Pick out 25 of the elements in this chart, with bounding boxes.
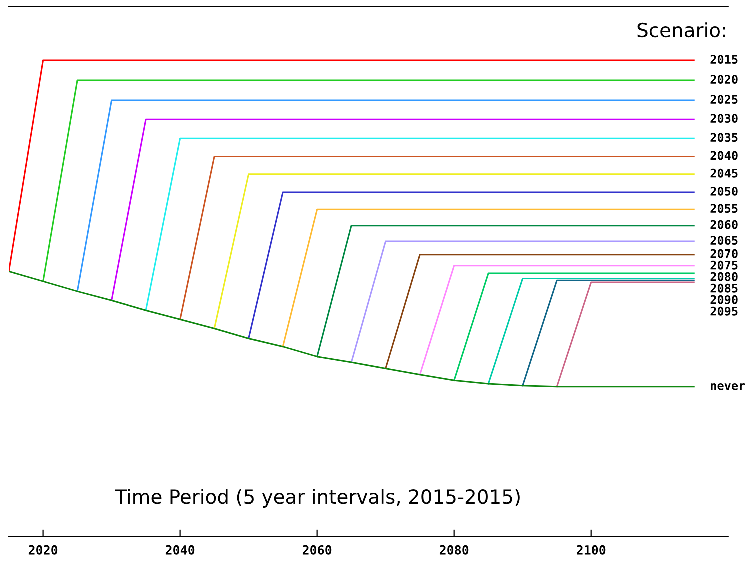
x-tick-label: 2080 [440,545,469,555]
legend-title: Scenario: [638,22,726,38]
series-label: never [711,383,746,390]
series-label: 2065 [710,236,738,245]
series-label: 2090 [710,295,738,304]
series-label: 2025 [710,95,738,104]
series-label: 2045 [710,168,738,178]
series-label: 2050 [710,186,738,196]
x-tick-label: 2100 [577,545,606,555]
series-label: 2040 [710,151,738,160]
x-tick-label: 2020 [28,545,58,555]
series-label: 2020 [710,75,738,84]
series-label: 2015 [710,55,738,64]
series-label: 2055 [710,204,738,214]
series-label: 2085 [710,284,738,293]
x-tick-label: 2060 [302,545,332,555]
x-axis-title: Time Period (5 year intervals, 2015-2015) [115,489,520,508]
series-label: 2035 [710,133,738,142]
text: 2095 [710,306,738,316]
series-label: 2060 [710,220,738,230]
series-label: 2030 [710,114,738,124]
x-tick-label: 2040 [166,545,195,555]
series-label: 2070 [710,249,738,258]
series-label: 2080 [710,272,738,282]
series-label: 2075 [710,260,738,270]
